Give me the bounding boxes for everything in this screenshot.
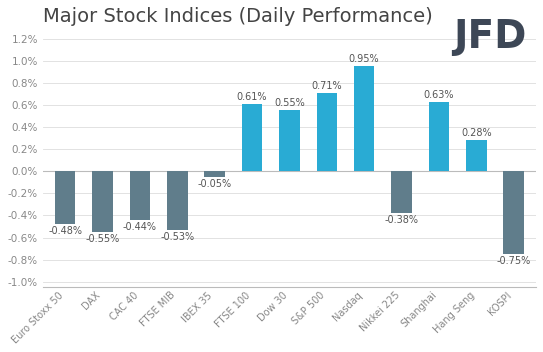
Text: 0.63%: 0.63% bbox=[424, 90, 454, 100]
Bar bbox=[279, 111, 300, 171]
Bar bbox=[130, 171, 150, 220]
Text: -0.05%: -0.05% bbox=[198, 179, 232, 189]
Text: -0.48%: -0.48% bbox=[48, 226, 82, 236]
Bar bbox=[503, 171, 524, 254]
Bar bbox=[167, 171, 187, 230]
Text: -0.38%: -0.38% bbox=[384, 215, 419, 225]
Bar bbox=[466, 140, 487, 171]
Bar bbox=[354, 66, 375, 171]
Bar bbox=[242, 104, 262, 171]
Text: Major Stock Indices (Daily Performance): Major Stock Indices (Daily Performance) bbox=[43, 7, 433, 26]
Text: 0.55%: 0.55% bbox=[274, 99, 305, 108]
Bar bbox=[392, 171, 412, 213]
Bar bbox=[92, 171, 113, 232]
Bar bbox=[317, 93, 337, 171]
Text: -0.55%: -0.55% bbox=[85, 234, 119, 244]
Bar bbox=[55, 171, 75, 224]
Text: -0.75%: -0.75% bbox=[496, 256, 531, 266]
Text: -0.44%: -0.44% bbox=[123, 222, 157, 232]
Text: 0.71%: 0.71% bbox=[312, 81, 342, 91]
Bar bbox=[204, 171, 225, 177]
Text: 0.61%: 0.61% bbox=[237, 92, 267, 102]
Bar bbox=[428, 102, 449, 171]
Text: 0.95%: 0.95% bbox=[349, 54, 380, 64]
Text: JFD: JFD bbox=[453, 18, 527, 56]
Text: -0.53%: -0.53% bbox=[160, 232, 194, 242]
Text: 0.28%: 0.28% bbox=[461, 128, 491, 138]
